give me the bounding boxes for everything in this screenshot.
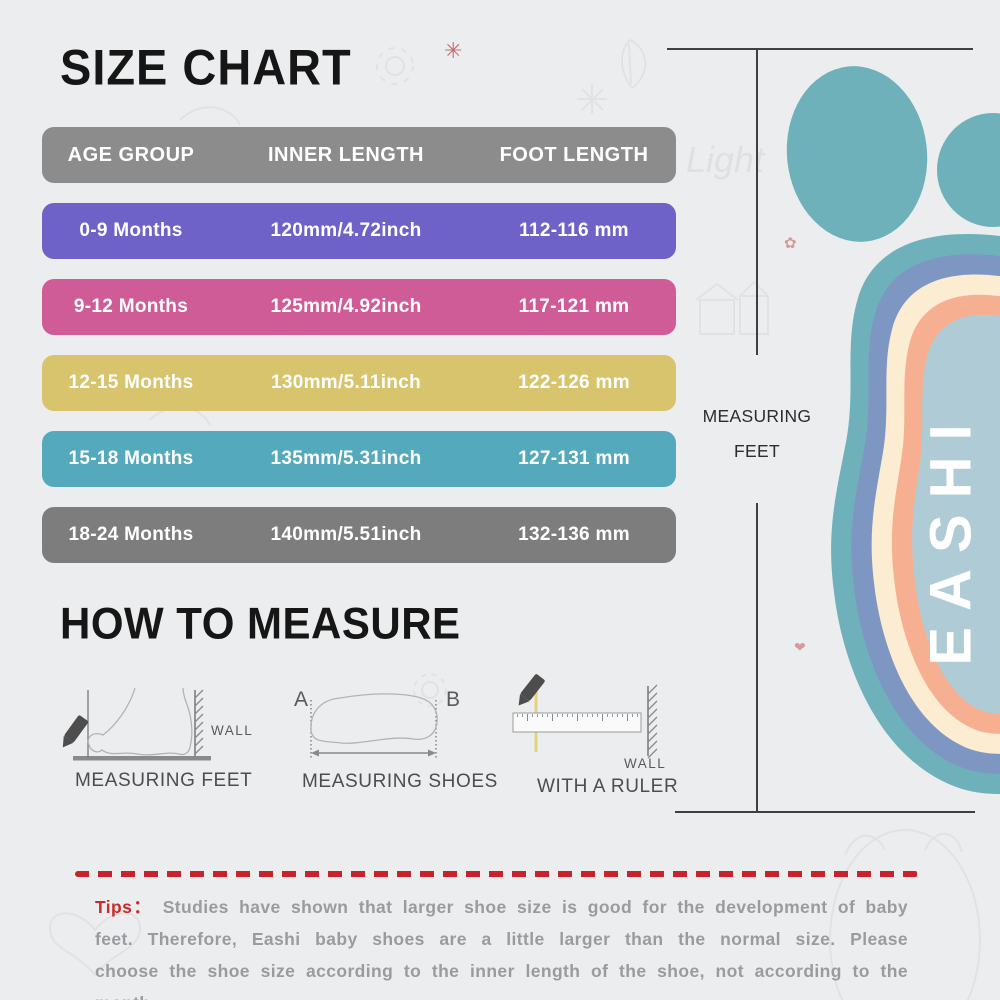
cell-age: 15-18 Months — [68, 448, 194, 469]
cell-foot: 127-131 mm — [518, 448, 630, 469]
measuring-feet-side-label: MEASURING FEET — [702, 406, 812, 461]
red-dashed-divider — [75, 871, 918, 877]
size-table: AGE GROUP INNER LENGTH FOOT LENGTH 0-9 M… — [42, 127, 676, 563]
big-toe — [786, 66, 928, 242]
ruler-diagram: WALL — [512, 674, 666, 771]
table-row: 9-12 Months 125mm/4.92inch 117-121 mm — [42, 279, 676, 335]
cell-foot: 117-121 mm — [518, 296, 630, 317]
tips-paragraph: Tips： Studies have shown that larger sho… — [95, 891, 908, 1000]
header-foot-length: FOOT LENGTH — [499, 143, 649, 166]
measuring-shoes-diagram: A B — [294, 688, 460, 760]
doodle-red-heart: ❤ — [794, 639, 806, 655]
point-b-label: B — [446, 688, 460, 711]
cell-foot: 122-126 mm — [518, 372, 630, 393]
point-a-label: A — [294, 688, 308, 711]
wall-label: WALL — [211, 723, 253, 738]
measuring-feet-diagram: WALL — [62, 687, 253, 761]
how-to-measure-title: HOW TO MEASURE — [60, 598, 461, 648]
vertical-measure-line-upper — [756, 48, 758, 355]
cell-foot: 112-116 mm — [519, 220, 629, 241]
pencil-icon — [518, 674, 545, 706]
arrow-head-left — [311, 749, 319, 757]
top-measure-line — [667, 48, 973, 50]
cell-inner: 135mm/5.31inch — [270, 448, 422, 469]
size-table-header: AGE GROUP INNER LENGTH FOOT LENGTH — [42, 127, 676, 183]
page-title: SIZE CHART — [60, 39, 352, 96]
wall-hatching — [194, 689, 204, 755]
cell-foot: 132-136 mm — [518, 524, 630, 545]
table-row: 12-15 Months 130mm/5.11inch 122-126 mm — [42, 355, 676, 411]
vertical-measure-line-lower — [756, 503, 758, 812]
foot-outline — [87, 687, 193, 756]
cell-age: 0-9 Months — [79, 220, 183, 241]
measuring-feet-caption: MEASURING FEET — [75, 770, 253, 791]
table-row: 18-24 Months 140mm/5.51inch 132-136 mm — [42, 507, 676, 563]
doodle-red-flower: ✿ — [784, 235, 797, 252]
cell-inner: 130mm/5.11inch — [271, 372, 421, 393]
tips-label: Tips： — [95, 897, 153, 917]
ruler-caption: WITH A RULER — [537, 776, 679, 797]
pencil-icon — [62, 715, 88, 748]
header-age-group: AGE GROUP — [67, 143, 195, 166]
cell-inner: 120mm/4.72inch — [270, 220, 422, 241]
doodle-red-star: ✳ — [444, 38, 462, 63]
shoe-sole-outline — [310, 693, 438, 744]
brand-logo-text: EASHI — [918, 408, 984, 666]
cell-age: 18-24 Months — [68, 524, 194, 545]
second-toe — [937, 113, 1000, 227]
ruler-major-ticks — [514, 714, 640, 726]
table-row: 0-9 Months 120mm/4.72inch 112-116 mm — [42, 203, 676, 259]
tips-text: Studies have shown that larger shoe size… — [95, 897, 908, 1000]
cell-age: 9-12 Months — [73, 296, 189, 317]
wall-hatching — [647, 684, 658, 759]
floor-line — [73, 756, 211, 761]
cell-age: 12-15 Months — [68, 372, 194, 393]
footprint-illustration — [786, 66, 1000, 795]
measuring-shoes-caption: MEASURING SHOES — [302, 771, 498, 792]
wall-label: WALL — [624, 756, 666, 771]
cell-inner: 125mm/4.92inch — [270, 296, 422, 317]
arrow-head-right — [428, 749, 436, 757]
table-row: 15-18 Months 135mm/5.31inch 127-131 mm — [42, 431, 676, 487]
bottom-measure-line — [675, 811, 975, 813]
cell-inner: 140mm/5.51inch — [270, 524, 422, 545]
header-inner-length: INNER LENGTH — [268, 143, 424, 166]
doodle-light-text: Light — [686, 139, 766, 180]
